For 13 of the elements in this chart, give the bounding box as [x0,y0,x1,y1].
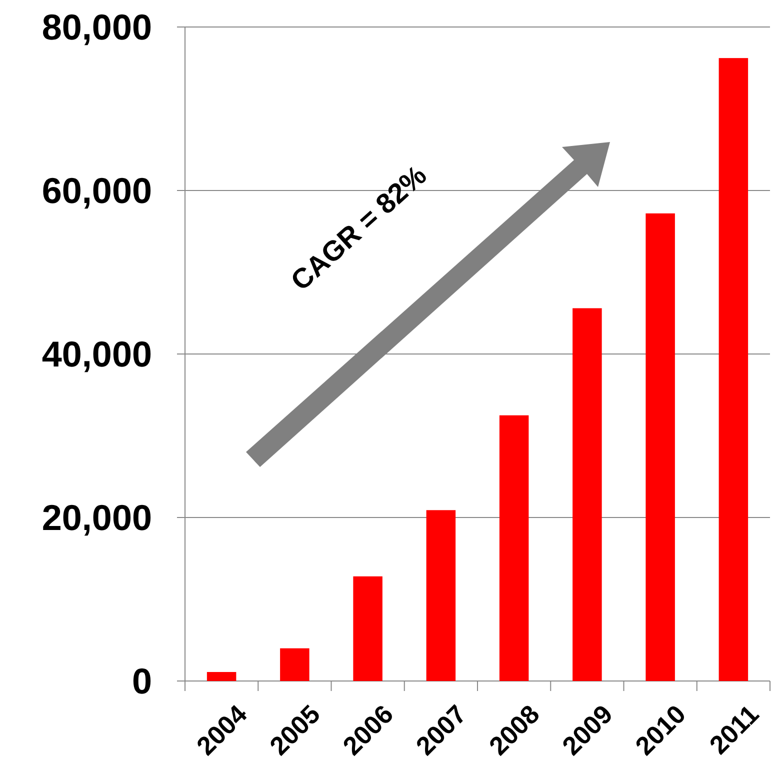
bar [353,576,382,681]
bar [572,308,602,681]
bar [426,510,456,681]
bar [280,648,310,681]
y-tick-label: 0 [132,660,152,702]
bar [718,58,748,681]
y-tick-label: 80,000 [42,6,152,48]
bar [206,672,236,681]
y-tick-label: 60,000 [42,170,152,212]
bar [499,415,529,681]
y-tick-label: 20,000 [42,497,152,538]
bar [646,213,675,681]
y-tick-label: 40,000 [42,334,152,375]
